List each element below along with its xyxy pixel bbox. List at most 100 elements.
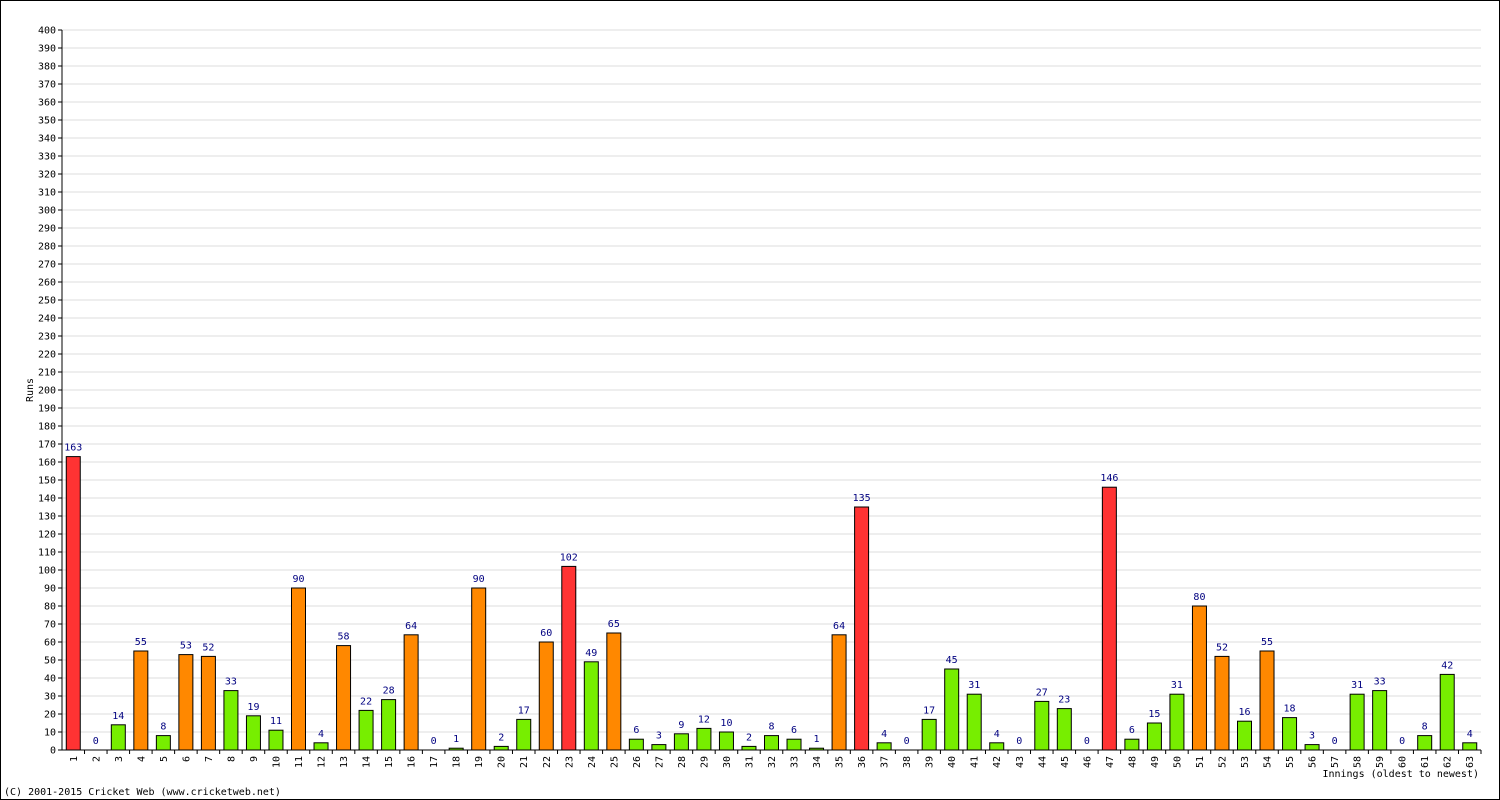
x-tick-label: 14	[362, 756, 373, 768]
x-tick-label: 55	[1285, 756, 1296, 768]
data-label: 52	[202, 642, 214, 653]
bar	[336, 645, 352, 751]
x-tick-label: 51	[1195, 756, 1206, 768]
x-tick-label: 1	[69, 756, 80, 762]
bar	[1259, 650, 1275, 751]
x-axis-label: Innings (oldest to newest)	[1322, 769, 1479, 780]
y-tick-label: 380	[38, 62, 56, 73]
y-tick-label: 350	[38, 116, 56, 127]
y-tick-label: 150	[38, 476, 56, 487]
data-label: 64	[405, 621, 417, 632]
y-tick-label: 170	[38, 440, 56, 451]
data-label: 3	[1309, 731, 1315, 742]
data-label: 0	[1016, 736, 1022, 747]
bar	[673, 733, 689, 751]
data-label: 4	[881, 729, 887, 740]
y-tick-label: 70	[44, 620, 56, 631]
bar	[110, 724, 126, 751]
y-tick-label: 290	[38, 224, 56, 235]
x-tick-label: 56	[1308, 756, 1319, 768]
x-tick-label: 52	[1217, 756, 1228, 768]
data-label: 146	[1100, 473, 1118, 484]
x-tick-label: 46	[1082, 756, 1093, 768]
y-tick-label: 180	[38, 422, 56, 433]
bar	[358, 709, 374, 751]
data-label: 12	[698, 714, 710, 725]
bar	[1372, 690, 1388, 751]
x-tick-label: 32	[767, 756, 778, 768]
x-tick-label: 50	[1172, 756, 1183, 768]
x-tick-label: 12	[317, 756, 328, 768]
bar	[831, 634, 847, 751]
bar	[651, 744, 667, 751]
x-tick-label: 15	[384, 756, 395, 768]
y-tick-label: 50	[44, 656, 56, 667]
x-tick-label: 45	[1060, 756, 1071, 768]
bar	[1101, 486, 1117, 751]
bar	[291, 587, 306, 751]
x-tick-label: 60	[1398, 756, 1409, 768]
data-label: 8	[768, 722, 774, 733]
data-label: 4	[1467, 729, 1473, 740]
y-tick-label: 400	[38, 26, 56, 37]
data-label: 55	[1261, 637, 1273, 648]
x-tick-label: 29	[699, 756, 710, 768]
bar	[561, 565, 577, 751]
x-tick-label: 18	[452, 756, 463, 768]
y-tick-label: 330	[38, 152, 56, 163]
bar	[809, 747, 825, 751]
bar	[1169, 693, 1185, 751]
y-tick-label: 130	[38, 512, 56, 523]
x-tick-label: 48	[1127, 756, 1138, 768]
bar	[786, 738, 802, 751]
data-label: 55	[135, 637, 147, 648]
data-label: 163	[64, 443, 82, 454]
data-label: 2	[746, 732, 752, 743]
bar	[1034, 700, 1050, 751]
x-tick-label: 13	[339, 756, 350, 768]
data-label: 4	[318, 729, 324, 740]
data-label: 6	[791, 725, 797, 736]
x-tick-label: 53	[1240, 756, 1251, 768]
y-tick-label: 0	[50, 746, 56, 757]
data-label: 52	[1216, 642, 1228, 653]
bar	[381, 699, 397, 751]
x-tick-label: 27	[654, 756, 665, 768]
x-tick-label: 42	[992, 756, 1003, 768]
x-tick-label: 47	[1105, 756, 1116, 768]
y-tick-label: 260	[38, 278, 56, 289]
y-tick-label: 90	[44, 584, 56, 595]
x-tick-label: 20	[497, 756, 508, 768]
y-tick-label: 30	[44, 692, 56, 703]
bar	[966, 693, 982, 751]
x-tick-label: 23	[564, 756, 575, 768]
data-label: 23	[1058, 695, 1070, 706]
x-tick-label: 16	[407, 756, 418, 768]
y-tick-label: 240	[38, 314, 56, 325]
y-tick-label: 340	[38, 134, 56, 145]
data-label: 90	[292, 574, 304, 585]
y-tick-label: 110	[38, 548, 56, 559]
data-label: 33	[225, 677, 237, 688]
x-tick-label: 54	[1263, 756, 1274, 768]
x-tick-label: 28	[677, 756, 688, 768]
y-tick-label: 270	[38, 260, 56, 271]
x-tick-label: 57	[1330, 756, 1341, 768]
y-tick-label: 20	[44, 710, 56, 721]
y-tick-label: 360	[38, 98, 56, 109]
y-tick-label: 250	[38, 296, 56, 307]
x-tick-label: 21	[519, 756, 530, 768]
x-tick-label: 4	[136, 756, 147, 762]
bar	[718, 731, 734, 751]
y-tick-label: 100	[38, 566, 56, 577]
bar	[65, 456, 81, 751]
bar	[133, 650, 149, 751]
data-label: 60	[540, 628, 552, 639]
x-tick-label: 8	[226, 756, 237, 762]
x-tick-label: 6	[181, 756, 192, 762]
y-tick-label: 10	[44, 728, 56, 739]
data-label: 28	[383, 686, 395, 697]
bar	[1056, 708, 1072, 751]
